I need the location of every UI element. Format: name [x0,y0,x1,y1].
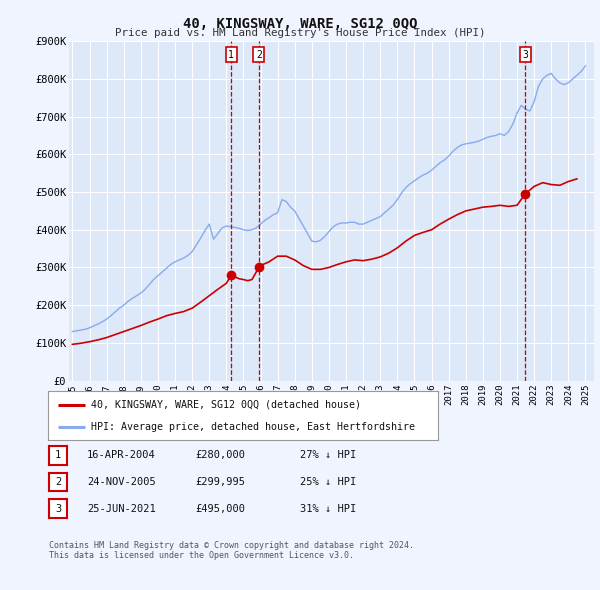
Text: Price paid vs. HM Land Registry's House Price Index (HPI): Price paid vs. HM Land Registry's House … [115,28,485,38]
Text: 3: 3 [55,504,61,513]
Text: 16-APR-2004: 16-APR-2004 [87,451,156,460]
Text: 27% ↓ HPI: 27% ↓ HPI [300,451,356,460]
Text: £495,000: £495,000 [195,504,245,513]
Text: Contains HM Land Registry data © Crown copyright and database right 2024.: Contains HM Land Registry data © Crown c… [49,541,414,550]
Text: 2: 2 [256,50,262,60]
Text: 25-JUN-2021: 25-JUN-2021 [87,504,156,513]
Text: 1: 1 [55,451,61,460]
Text: This data is licensed under the Open Government Licence v3.0.: This data is licensed under the Open Gov… [49,552,354,560]
Text: 25% ↓ HPI: 25% ↓ HPI [300,477,356,487]
Text: £280,000: £280,000 [195,451,245,460]
Text: 40, KINGSWAY, WARE, SG12 0QQ: 40, KINGSWAY, WARE, SG12 0QQ [183,17,417,31]
Text: 1: 1 [229,50,234,60]
Text: 2: 2 [55,477,61,487]
Text: £299,995: £299,995 [195,477,245,487]
Text: 40, KINGSWAY, WARE, SG12 0QQ (detached house): 40, KINGSWAY, WARE, SG12 0QQ (detached h… [91,399,361,409]
Text: 3: 3 [523,50,528,60]
Text: HPI: Average price, detached house, East Hertfordshire: HPI: Average price, detached house, East… [91,422,415,432]
Text: 24-NOV-2005: 24-NOV-2005 [87,477,156,487]
Text: 31% ↓ HPI: 31% ↓ HPI [300,504,356,513]
